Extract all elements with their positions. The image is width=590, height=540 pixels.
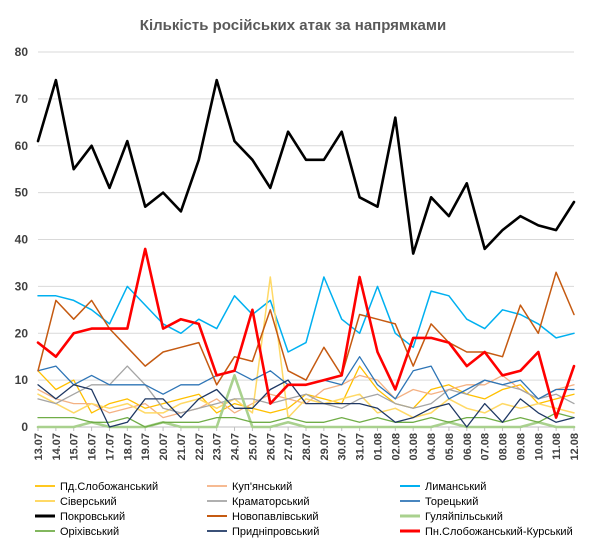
x-tick-label: 07.08 — [480, 433, 492, 461]
series-line-2 — [37, 374, 575, 419]
legend-label: Пд.Слобожанський — [60, 481, 158, 493]
x-tick-label: 14.07 — [51, 433, 63, 461]
x-tick-label: 15.07 — [69, 433, 81, 461]
x-tick-label: 11.08 — [551, 433, 563, 460]
legend: Пд.Слобожанський Куп'янський Лиманський Сів… — [35, 481, 573, 538]
x-tick-label: 18.07 — [122, 433, 134, 461]
series-line-3 — [37, 276, 575, 353]
y-tick-label: 50 — [15, 186, 29, 200]
series-line-12 — [36, 247, 576, 419]
series-line-7 — [36, 78, 576, 255]
x-tick-label: 04.08 — [426, 433, 438, 461]
x-tick-label: 12.08 — [569, 433, 581, 461]
x-tick-label: 26.07 — [265, 433, 277, 461]
x-axis: 13.07 14.07 15.07 16.07 17.07 18.07 19.07 20.07… — [33, 427, 581, 461]
x-tick-label: 27.07 — [283, 433, 295, 461]
x-tick-label: 17.07 — [104, 433, 116, 461]
x-tick-label: 10.08 — [533, 433, 545, 461]
x-tick-label: 24.07 — [230, 433, 242, 461]
x-tick-label: 22.07 — [194, 433, 206, 461]
x-tick-label: 23.07 — [212, 433, 224, 461]
y-axis: 0 10 20 30 40 50 60 70 80 — [15, 45, 29, 434]
x-tick-label: 21.07 — [176, 433, 188, 461]
x-tick-label: 20.07 — [158, 433, 170, 461]
legend-label: Новопавлівський — [232, 511, 318, 523]
y-tick-label: 40 — [15, 233, 29, 247]
legend-label: Торецький — [425, 496, 478, 508]
y-tick-label: 10 — [15, 373, 29, 387]
x-tick-label: 19.07 — [140, 433, 152, 461]
x-tick-label: 30.07 — [337, 433, 349, 461]
legend-label: Сіверський — [60, 496, 117, 508]
legend-label: Придніпровський — [232, 526, 319, 538]
x-tick-label: 16.07 — [87, 433, 99, 461]
x-tick-label: 02.08 — [390, 433, 402, 461]
x-tick-label: 05.08 — [444, 433, 456, 461]
x-tick-label: 13.07 — [33, 433, 45, 461]
x-tick-label: 01.08 — [372, 433, 384, 461]
y-tick-label: 20 — [15, 326, 29, 340]
x-tick-label: 31.07 — [355, 433, 367, 461]
x-tick-label: 08.08 — [498, 433, 510, 461]
plot-area — [36, 78, 576, 429]
series-line-11 — [37, 379, 575, 428]
series-line-9 — [36, 374, 576, 429]
y-tick-label: 60 — [15, 139, 29, 153]
legend-label: Лиманський — [425, 481, 486, 493]
x-tick-label: 06.08 — [462, 433, 474, 461]
series-line-4 — [37, 276, 575, 419]
x-tick-label: 09.08 — [515, 433, 527, 461]
y-tick-label: 80 — [15, 45, 29, 59]
legend-label: Пн.Слобожанський-Курський — [425, 526, 573, 538]
x-tick-label: 29.07 — [319, 433, 331, 461]
y-tick-label: 0 — [21, 420, 28, 434]
legend-label: Оріхівський — [60, 526, 119, 538]
legend-label: Краматорський — [232, 496, 310, 508]
chart-title: Кількість російських атак за напрямками — [140, 17, 446, 34]
series-line-10 — [37, 412, 575, 428]
y-tick-label: 30 — [15, 279, 29, 293]
x-tick-label: 03.08 — [408, 433, 420, 461]
x-tick-label: 28.07 — [301, 433, 313, 461]
y-tick-label: 70 — [15, 92, 29, 106]
legend-label: Гуляйпільський — [425, 511, 503, 523]
legend-label: Куп'янський — [232, 481, 292, 493]
legend-label: Покровський — [60, 511, 125, 523]
x-tick-label: 25.07 — [247, 433, 259, 461]
